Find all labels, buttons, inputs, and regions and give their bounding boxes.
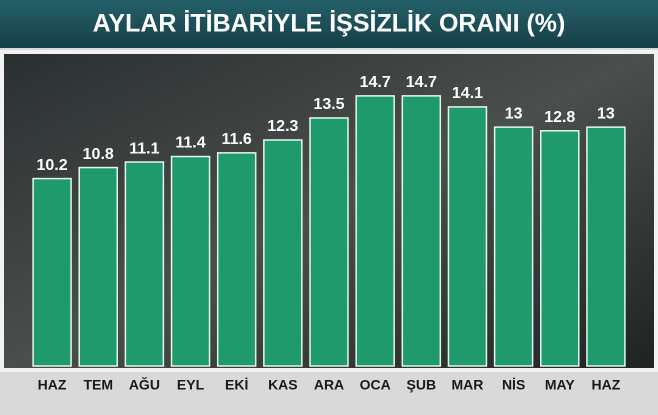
- value-label: 14.7: [360, 74, 391, 91]
- value-label: 10.8: [83, 146, 114, 163]
- x-tick-label: MAR: [452, 377, 484, 393]
- value-label: 13.5: [313, 96, 344, 113]
- bar: [263, 139, 303, 367]
- bar: [124, 161, 165, 367]
- x-tick-label: ŞUB: [407, 377, 437, 393]
- x-tick-label: AĞU: [129, 376, 160, 393]
- x-tick-label: MAY: [545, 377, 575, 393]
- value-label: 11.6: [222, 131, 252, 148]
- bar: [216, 152, 257, 367]
- value-label: 11.4: [175, 135, 205, 152]
- x-tick-label: OCA: [360, 377, 391, 393]
- bar: [32, 177, 72, 367]
- bar: [586, 126, 626, 367]
- value-label: 11.1: [129, 140, 159, 157]
- chart-title: AYLAR İTİBARİYLE İŞSİZLİK ORANI (%): [93, 10, 566, 38]
- bar: [447, 106, 488, 367]
- x-tick-label: NİS: [502, 377, 525, 393]
- value-label: 12.3: [267, 118, 298, 135]
- x-tick-label: HAZ: [38, 377, 67, 393]
- bar: [401, 95, 442, 367]
- value-label: 10.2: [37, 157, 68, 174]
- x-tick-label: EYL: [177, 377, 205, 393]
- value-label: 14.1: [452, 85, 483, 102]
- x-tick-label: KAS: [268, 377, 298, 393]
- bar: [309, 117, 349, 367]
- bar: [170, 155, 211, 367]
- bar: [355, 95, 395, 367]
- x-tick-label: EKİ: [225, 377, 248, 393]
- title-bar: [0, 0, 658, 48]
- x-tick-label: ARA: [314, 377, 344, 393]
- value-label: 12.8: [544, 109, 575, 126]
- x-tick-label: HAZ: [592, 377, 621, 393]
- bar: [540, 130, 580, 367]
- x-tick-label: TEM: [83, 377, 113, 393]
- value-label: 14.7: [406, 74, 437, 91]
- value-label: 13: [597, 105, 615, 122]
- value-label: 13: [505, 105, 523, 122]
- bar: [493, 126, 534, 367]
- bar: [78, 166, 118, 367]
